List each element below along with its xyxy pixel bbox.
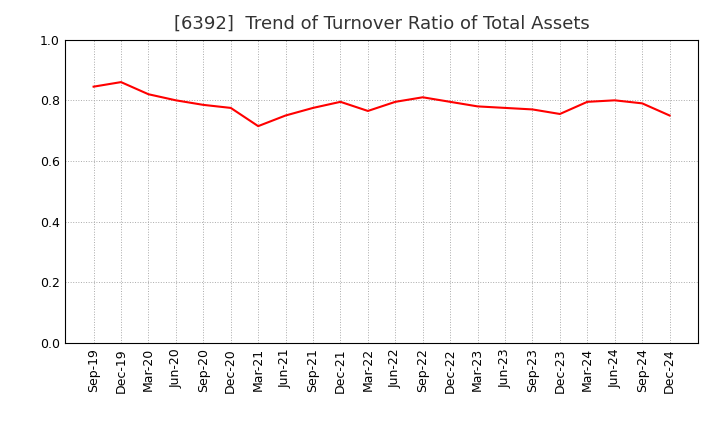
Title: [6392]  Trend of Turnover Ratio of Total Assets: [6392] Trend of Turnover Ratio of Total … — [174, 15, 590, 33]
